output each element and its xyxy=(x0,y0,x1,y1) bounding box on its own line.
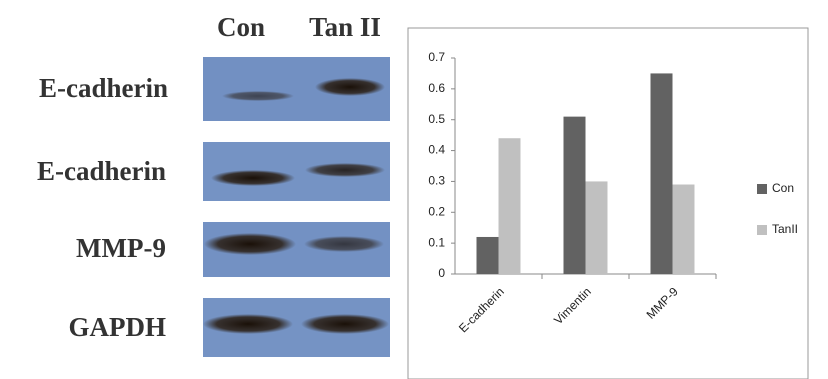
band xyxy=(301,314,389,334)
row-label: E-cadherin xyxy=(37,156,166,186)
legend-label: TanII xyxy=(772,222,798,236)
lane-label: Tan II xyxy=(309,12,381,42)
legend-swatch xyxy=(757,225,767,235)
band xyxy=(304,236,384,252)
western-blot: Con Tan II E-cadherin E-cadherin MMP-9 G… xyxy=(37,12,390,357)
band xyxy=(305,163,385,177)
bar xyxy=(499,138,521,274)
y-tick-label: 0 xyxy=(438,266,445,280)
bar xyxy=(564,117,586,274)
bar xyxy=(651,73,673,274)
band xyxy=(315,78,385,96)
band xyxy=(222,91,294,101)
bar xyxy=(673,185,695,274)
y-tick-label: 0.5 xyxy=(428,112,445,126)
row-label: MMP-9 xyxy=(76,233,166,263)
y-tick-label: 0.3 xyxy=(428,174,445,188)
y-tick-label: 0.4 xyxy=(428,143,445,157)
band xyxy=(204,233,296,255)
band xyxy=(203,314,293,334)
lane-label: Con xyxy=(217,12,265,42)
band xyxy=(211,170,295,186)
legend-label: Con xyxy=(772,181,794,195)
bar xyxy=(586,181,608,274)
figure: Con Tan II E-cadherin E-cadherin MMP-9 G… xyxy=(0,0,828,379)
legend-swatch xyxy=(757,184,767,194)
y-tick-label: 0.7 xyxy=(428,50,445,64)
row-label: GAPDH xyxy=(69,312,167,342)
y-tick-label: 0.1 xyxy=(428,235,445,249)
bar xyxy=(477,237,499,274)
row-label: E-cadherin xyxy=(39,73,168,103)
y-tick-label: 0.2 xyxy=(428,204,445,218)
y-tick-label: 0.6 xyxy=(428,81,445,95)
